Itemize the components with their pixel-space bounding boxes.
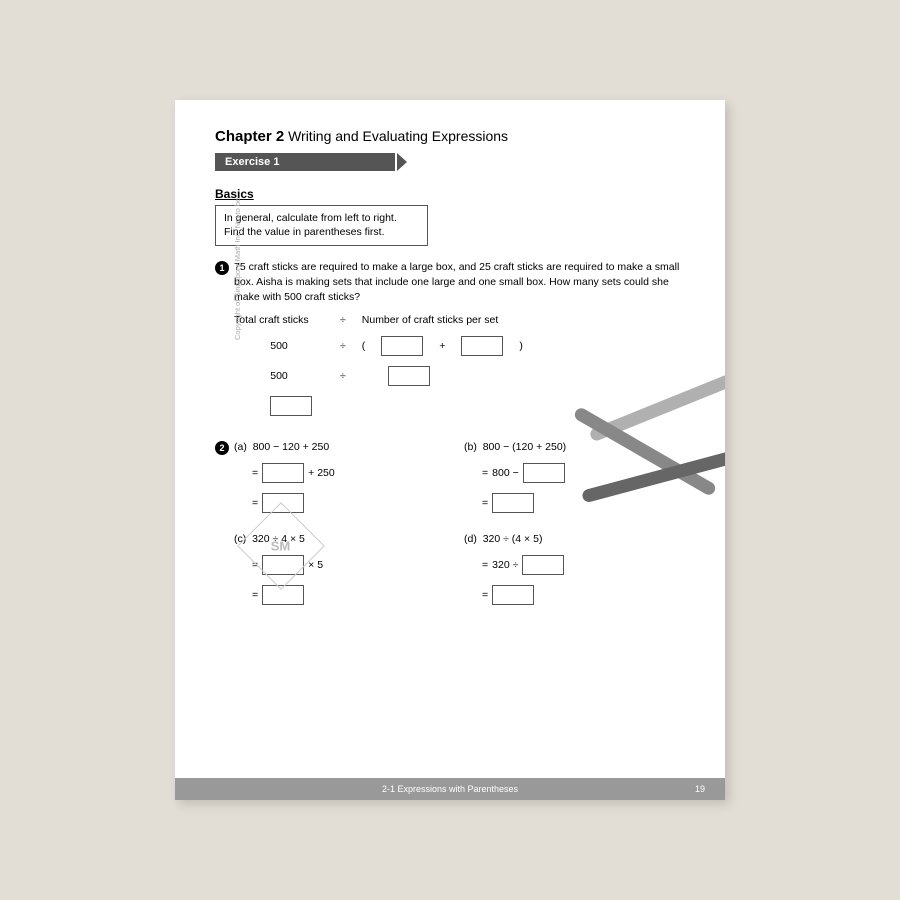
problem-1: 1 75 craft sticks are required to make a… (215, 260, 685, 304)
rparen: ) (519, 340, 523, 352)
exercise-label: Exercise 1 (215, 153, 395, 171)
eq-sign: = (252, 559, 258, 571)
page-number: 19 (695, 784, 705, 794)
part-a-expr: 800 − 120 + 250 (253, 441, 330, 453)
eq-sign: = (482, 497, 488, 509)
section-heading: Basics (215, 187, 685, 201)
answer-box[interactable] (262, 555, 304, 575)
problem-number-1: 1 (215, 261, 229, 275)
part-d-pre: 320 ÷ (492, 559, 518, 571)
eq-sign: = (252, 589, 258, 601)
part-d: (d) 320 ÷ (4 × 5) = 320 ÷ = (464, 533, 624, 615)
header-perset: Number of craft sticks per set (362, 314, 499, 326)
answer-box[interactable] (262, 463, 304, 483)
footer-text: 2-1 Expressions with Parentheses (382, 784, 518, 794)
lparen: ( (362, 340, 366, 352)
part-c-label: (c) (234, 533, 246, 545)
answer-box[interactable] (522, 555, 564, 575)
eq-header-row: Total craft sticks ÷ Number of craft sti… (234, 314, 685, 326)
eq-sign: = (482, 467, 488, 479)
answer-box[interactable] (523, 463, 565, 483)
part-b: (b) 800 − (120 + 250) = 800 − = (464, 441, 624, 523)
answer-box[interactable] (492, 493, 534, 513)
pencil-tip-icon (397, 153, 407, 171)
info-line-1: In general, calculate from left to right… (224, 212, 419, 226)
part-a-plus: + 250 (308, 467, 335, 479)
problem-2-row-1: (a) 800 − 120 + 250 = + 250 = (b) 800 − (… (234, 441, 685, 523)
eq-row-2: 500 ÷ (234, 366, 685, 386)
part-d-expr: 320 ÷ (4 × 5) (483, 533, 543, 545)
part-c-expr: 320 ÷ 4 × 5 (252, 533, 305, 545)
eq-sign: = (482, 559, 488, 571)
answer-box[interactable] (262, 585, 304, 605)
val-500-2: 500 (234, 370, 324, 382)
chapter-label: Chapter 2 (215, 128, 284, 145)
op-divide: ÷ (340, 314, 346, 326)
op-divide-1: ÷ (340, 340, 346, 352)
part-b-label: (b) (464, 441, 477, 453)
part-a-label: (a) (234, 441, 247, 453)
header-total: Total craft sticks (234, 314, 324, 326)
part-b-expr: 800 − (120 + 250) (483, 441, 566, 453)
problem-1-text: 75 craft sticks are required to make a l… (234, 260, 685, 304)
part-b-pre: 800 − (492, 467, 519, 479)
answer-box[interactable] (262, 493, 304, 513)
page-content: Chapter 2 Writing and Evaluating Express… (175, 100, 725, 778)
problem-1-equations: Total craft sticks ÷ Number of craft sti… (234, 314, 685, 416)
eq-sign: = (252, 497, 258, 509)
chapter-title: Writing and Evaluating Expressions (288, 128, 508, 144)
val-500-1: 500 (234, 340, 324, 352)
part-d-label: (d) (464, 533, 477, 545)
eq-row-3 (234, 396, 685, 416)
answer-box[interactable] (492, 585, 534, 605)
chapter-heading: Chapter 2 Writing and Evaluating Express… (215, 128, 685, 145)
problem-2-row-2: (c) 320 ÷ 4 × 5 = × 5 = (d) 320 ÷ (4 × 5)… (234, 533, 685, 615)
page-footer: 2-1 Expressions with Parentheses 19 (175, 778, 725, 800)
answer-box[interactable] (388, 366, 430, 386)
answer-box[interactable] (270, 396, 312, 416)
op-divide-2: ÷ (340, 370, 346, 382)
part-c-post: × 5 (308, 559, 323, 571)
problem-number-2: 2 (215, 441, 229, 455)
eq-sign: = (482, 589, 488, 601)
answer-box[interactable] (461, 336, 503, 356)
exercise-bar: Exercise 1 (215, 153, 685, 171)
part-c: (c) 320 ÷ 4 × 5 = × 5 = (234, 533, 394, 615)
part-a: (a) 800 − 120 + 250 = + 250 = (234, 441, 394, 523)
info-line-2: Find the value in parentheses first. (224, 226, 419, 240)
info-box: In general, calculate from left to right… (215, 205, 428, 246)
workbook-page: Chapter 2 Writing and Evaluating Express… (175, 100, 725, 800)
answer-box[interactable] (381, 336, 423, 356)
eq-row-1: 500 ÷ ( + ) (234, 336, 685, 356)
plus-sign: + (439, 340, 445, 352)
eq-sign: = (252, 467, 258, 479)
